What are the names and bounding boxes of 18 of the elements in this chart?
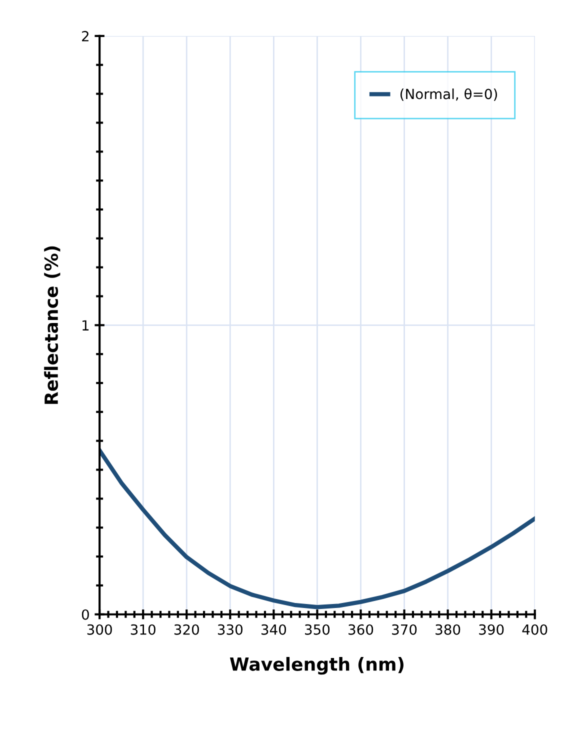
x-tick-label: 360	[348, 624, 374, 635]
legend-label: (Normal, θ=0)	[400, 88, 497, 101]
x-tick-label: 400	[522, 624, 548, 635]
x-tick-label: 370	[392, 624, 417, 635]
x-tick-label: 320	[174, 624, 199, 635]
x-tick-label: 310	[130, 624, 156, 635]
x-tick-label: 380	[436, 624, 460, 635]
x-tick-label: 350	[305, 624, 330, 635]
x-tick-label: 330	[218, 624, 242, 635]
y-axis-title: Reflectance (%)	[44, 246, 60, 404]
line-series	[100, 448, 535, 610]
x-tick-label: 340	[261, 624, 286, 635]
y-tick-label: 2	[82, 30, 88, 42]
y-tick-label: 0	[82, 609, 89, 620]
x-tick-label: 390	[479, 624, 504, 635]
x-tick-label: 300	[87, 624, 112, 635]
x-axis-title: Wavelength (nm)	[230, 656, 404, 675]
y-tick-label: 1	[82, 320, 89, 330]
